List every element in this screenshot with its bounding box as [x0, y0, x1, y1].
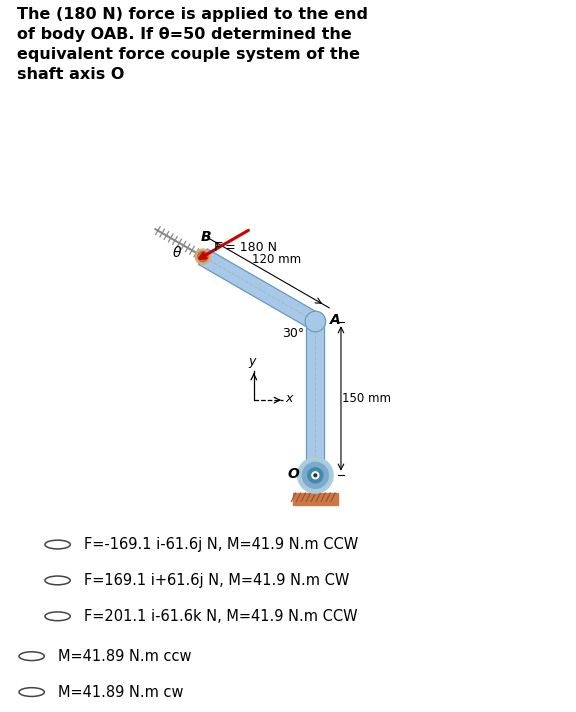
- Text: F=201.1 i-61.6k N, M=41.9 N.m CCW: F=201.1 i-61.6k N, M=41.9 N.m CCW: [84, 609, 357, 624]
- Text: The (180 N) force is applied to the end
of body OAB. If θ=50 determined the
equi: The (180 N) force is applied to the end …: [17, 7, 368, 81]
- Circle shape: [195, 249, 210, 264]
- Circle shape: [305, 311, 325, 332]
- Text: M=41.89 N.m cw: M=41.89 N.m cw: [58, 684, 183, 700]
- Text: x: x: [285, 392, 293, 405]
- Polygon shape: [198, 249, 320, 329]
- Text: 30°: 30°: [282, 327, 304, 340]
- Text: M=41.89 N.m ccw: M=41.89 N.m ccw: [58, 649, 191, 664]
- Text: θ: θ: [173, 246, 181, 260]
- Circle shape: [200, 254, 205, 259]
- Circle shape: [314, 474, 317, 477]
- Circle shape: [302, 462, 328, 488]
- Circle shape: [298, 458, 333, 493]
- Text: F=169.1 i+61.6j N, M=41.9 N.m CW: F=169.1 i+61.6j N, M=41.9 N.m CW: [84, 573, 349, 588]
- Text: 150 mm: 150 mm: [342, 392, 391, 405]
- Text: F = 180 N: F = 180 N: [214, 241, 277, 254]
- Polygon shape: [306, 322, 324, 464]
- Text: A: A: [329, 313, 340, 327]
- Text: y: y: [248, 355, 256, 368]
- Circle shape: [308, 468, 323, 483]
- Text: O: O: [287, 466, 299, 481]
- Text: F=-169.1 i-61.6j N, M=41.9 N.m CCW: F=-169.1 i-61.6j N, M=41.9 N.m CCW: [84, 537, 358, 552]
- Polygon shape: [293, 493, 338, 506]
- Circle shape: [312, 472, 319, 478]
- Text: 120 mm: 120 mm: [252, 253, 301, 266]
- Circle shape: [198, 251, 208, 262]
- Text: B: B: [200, 229, 211, 244]
